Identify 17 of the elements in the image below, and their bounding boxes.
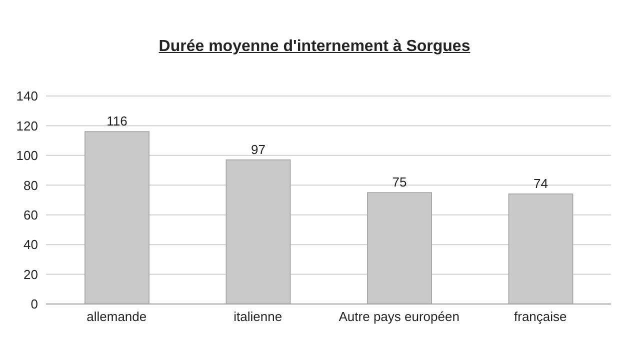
y-tick-label: 120 (16, 118, 38, 134)
y-tick-label: 60 (24, 207, 38, 222)
chart-title: Durée moyenne d'internement à Sorgues (158, 37, 472, 57)
y-tick-label: 40 (24, 237, 38, 252)
data-label: 116 (106, 114, 128, 129)
x-tick-label: Autre pays européen (338, 309, 460, 324)
y-tick-label: 80 (24, 178, 38, 193)
x-tick-label: française (514, 309, 567, 324)
x-tick-label: italienne (234, 309, 282, 324)
y-tick-label: 20 (24, 266, 38, 282)
y-tick-label: 100 (16, 148, 38, 164)
x-tick-label: allemande (86, 309, 147, 324)
data-label: 74 (534, 176, 548, 192)
data-label: 97 (251, 142, 266, 157)
data-label: 75 (392, 174, 407, 190)
y-tick-label: 140 (16, 88, 38, 104)
y-tick-label: 0 (30, 296, 38, 312)
